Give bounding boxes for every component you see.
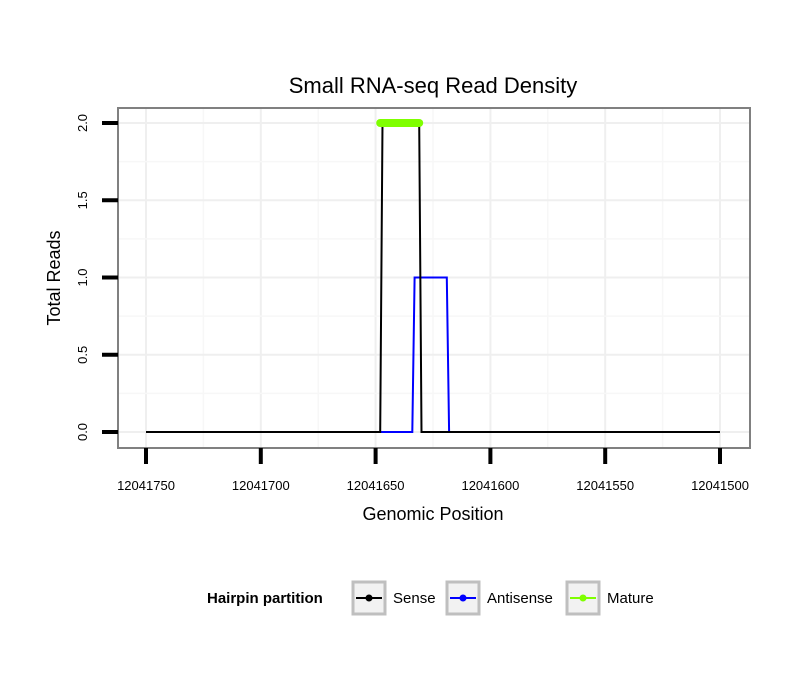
legend-label-sense: Sense bbox=[393, 590, 436, 607]
legend-title: Hairpin partition bbox=[207, 590, 323, 607]
legend-key-dot bbox=[579, 594, 587, 602]
chart-title: Small RNA-seq Read Density bbox=[289, 73, 578, 98]
y-tick-label: 1.0 bbox=[75, 268, 90, 286]
x-tick-label: 12041650 bbox=[347, 478, 405, 493]
legend-key-dot bbox=[459, 594, 467, 602]
y-tick-label: 2.0 bbox=[75, 114, 90, 132]
x-axis-label: Genomic Position bbox=[362, 504, 503, 524]
y-tick-label: 1.5 bbox=[75, 191, 90, 209]
legend: Hairpin partition Sense Antisense Mature bbox=[207, 580, 654, 616]
series-layer bbox=[146, 119, 720, 433]
x-tick-label: 12041600 bbox=[461, 478, 519, 493]
y-tick-label: 0.0 bbox=[75, 423, 90, 441]
y-tick-label: 0.5 bbox=[75, 346, 90, 364]
legend-label-antisense: Antisense bbox=[487, 590, 553, 607]
legend-key-dot bbox=[365, 594, 373, 602]
axes: 12041750 12041700 12041650 12041600 12041550… bbox=[75, 114, 749, 493]
x-tick-label: 12041550 bbox=[576, 478, 634, 493]
x-tick-label: 12041750 bbox=[117, 478, 175, 493]
y-axis-label: Total Reads bbox=[44, 230, 64, 325]
x-tick-label: 12041700 bbox=[232, 478, 290, 493]
x-tick-label: 12041500 bbox=[691, 478, 749, 493]
legend-label-mature: Mature bbox=[607, 590, 654, 607]
